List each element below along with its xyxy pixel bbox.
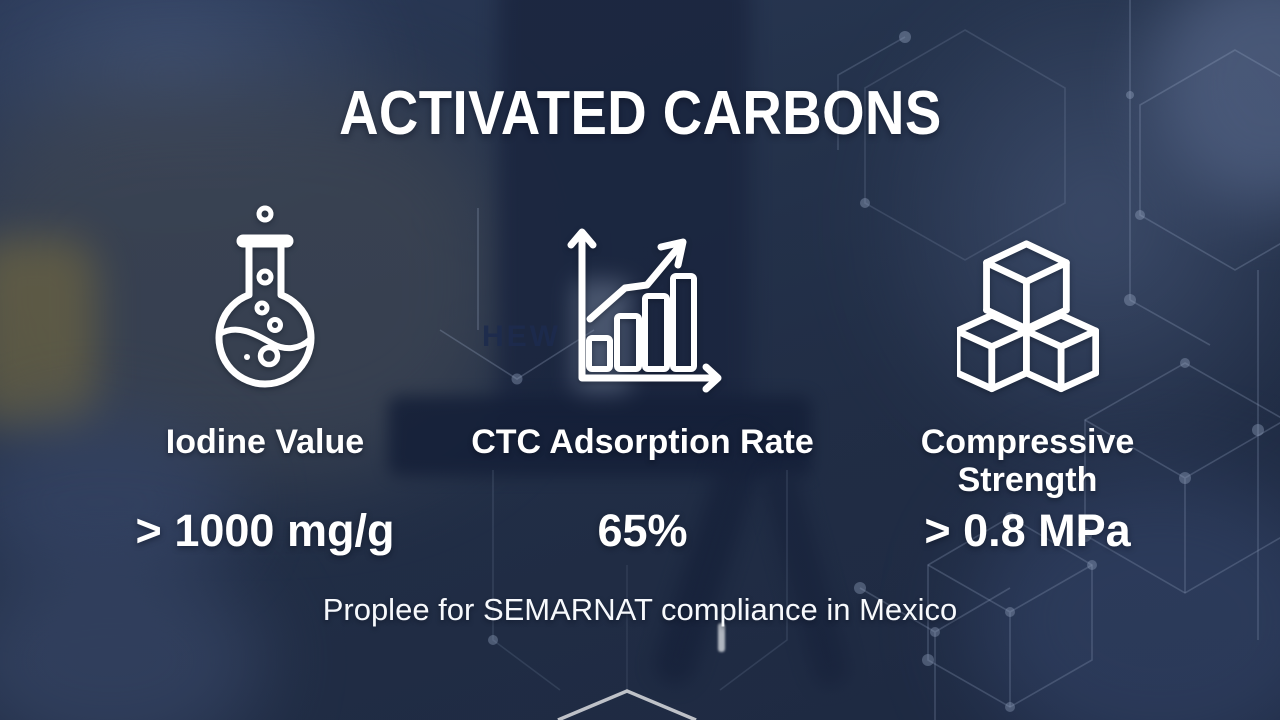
bar-chart-icon: [455, 200, 830, 395]
bg-blur-yellow-left: [0, 238, 97, 433]
metric-label: Iodine Value: [165, 423, 365, 461]
bg-white-mark: [718, 623, 725, 652]
metric-value: > 1000 mg/g: [135, 505, 395, 556]
metric-ctc-adsorption: CTC Adsorption Rate 65%: [455, 200, 830, 557]
cubes-icon: [855, 200, 1200, 395]
flask-icon: [75, 200, 455, 395]
metric-value: 65%: [597, 505, 688, 556]
metric-label: Compressive Strength: [920, 423, 1135, 500]
bright-chevron-line: [557, 689, 697, 720]
background-watermark-text: HEW: [482, 320, 561, 354]
slide-caption: Proplee for SEMARNAT compliance in Mexic…: [322, 592, 958, 627]
metric-value: > 0.8 MPa: [924, 505, 1131, 556]
page-title: ACTIVATED CARBONS: [338, 79, 942, 148]
metric-compressive-strength: Compressive Strength > 0.8 MPa: [855, 200, 1200, 557]
metric-iodine-value: Iodine Value > 1000 mg/g: [75, 200, 455, 557]
metric-label: CTC Adsorption Rate: [471, 423, 814, 461]
